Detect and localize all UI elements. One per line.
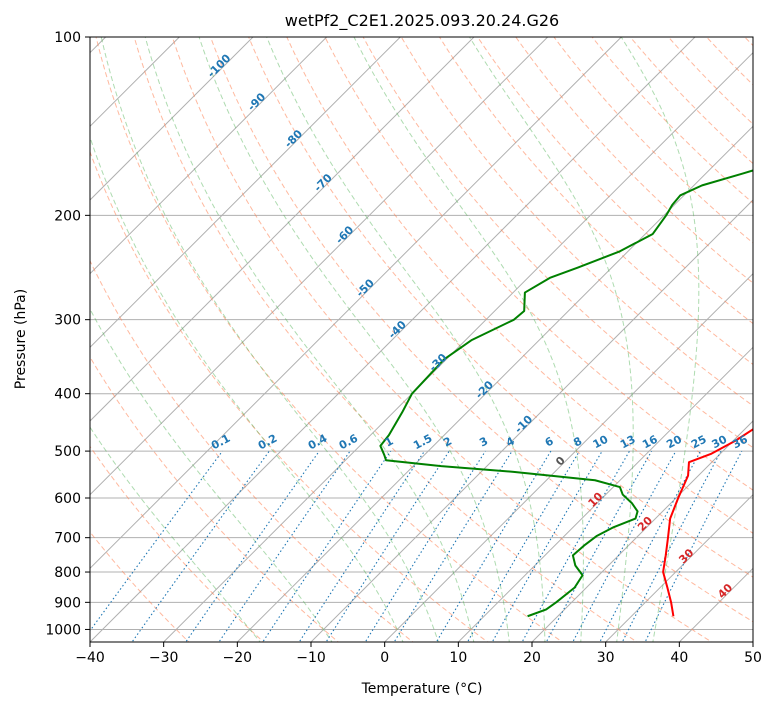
x-tick-label: 10 bbox=[449, 650, 467, 666]
x-tick-label: −10 bbox=[296, 650, 326, 666]
dewpoint-profile bbox=[379, 169, 753, 618]
isotherm--30 bbox=[163, 51, 753, 642]
y-tick-label: 300 bbox=[54, 313, 81, 329]
moist-adiabat bbox=[353, 37, 584, 642]
mixing-ratio-line bbox=[262, 450, 392, 642]
mixing-ratio-label: 16 bbox=[640, 433, 660, 452]
dry-adiabat bbox=[438, 37, 753, 366]
mixing-ratio-label: 25 bbox=[689, 433, 709, 452]
x-tick-label: −40 bbox=[75, 650, 105, 666]
y-tick-label: 400 bbox=[54, 387, 81, 403]
moist-adiabat bbox=[90, 426, 261, 642]
moist-adiabat bbox=[620, 37, 700, 642]
y-tick-label: 900 bbox=[54, 595, 81, 611]
mixing-ratio-label: 20 bbox=[664, 432, 684, 451]
dry-adiabat bbox=[95, 37, 564, 642]
dry-adiabat bbox=[209, 37, 753, 623]
mixing-ratio-label: 10 bbox=[591, 432, 611, 451]
y-tick-label: 800 bbox=[54, 565, 81, 581]
moist-adiabats bbox=[90, 37, 700, 642]
x-tick-label: 20 bbox=[523, 650, 541, 666]
dry-adiabat bbox=[171, 37, 713, 642]
grid-lines bbox=[90, 37, 753, 642]
isotherm--40 bbox=[90, 37, 696, 642]
isotherm-0 bbox=[384, 272, 753, 642]
dry-adiabat bbox=[133, 37, 638, 642]
moist-adiabat bbox=[266, 37, 546, 642]
moist-adiabat bbox=[90, 308, 333, 642]
isotherm-10 bbox=[457, 346, 753, 642]
x-tick-label: 0 bbox=[380, 650, 389, 666]
mixing-ratio-lines bbox=[90, 450, 743, 642]
isotherm--80 bbox=[90, 37, 401, 349]
y-tick-label: 700 bbox=[54, 531, 81, 547]
mixing-ratio-line bbox=[393, 450, 513, 642]
isotherm--60 bbox=[90, 37, 549, 496]
y-axis-label: Pressure (hPa) bbox=[13, 289, 29, 389]
dry-adiabat bbox=[286, 37, 753, 534]
mixing-ratio-line bbox=[621, 450, 722, 642]
dry-adiabat bbox=[324, 37, 753, 491]
mixing-ratio-line bbox=[466, 450, 580, 642]
mixing-ratio-line bbox=[364, 450, 486, 642]
moist-adiabat bbox=[100, 37, 439, 642]
dry-adiabat bbox=[90, 150, 489, 642]
x-tick-label: 30 bbox=[597, 650, 615, 666]
isotherm--70 bbox=[90, 37, 475, 422]
moist-adiabat bbox=[198, 37, 510, 642]
plot-frame bbox=[89, 36, 754, 643]
dry-adiabat bbox=[90, 356, 339, 642]
mixing-ratio-line bbox=[218, 450, 351, 642]
moist-adiabat bbox=[144, 37, 475, 642]
isotherm-30 bbox=[605, 493, 753, 642]
x-tick-label: 40 bbox=[670, 650, 688, 666]
chart-title: wetPf2_C2E1.2025.093.20.24.G26 bbox=[285, 11, 559, 31]
y-tick-label: 200 bbox=[54, 208, 81, 224]
dry-adiabat bbox=[248, 37, 753, 578]
moist-adiabat bbox=[469, 37, 634, 642]
dry-adiabat bbox=[90, 531, 190, 642]
temperature-profile bbox=[662, 428, 753, 617]
dry-adiabat bbox=[90, 259, 414, 642]
mixing-ratio-line bbox=[131, 450, 270, 642]
isotherm--50 bbox=[90, 37, 622, 570]
mixing-ratio-line bbox=[185, 450, 320, 642]
mixing-ratio-label: 36 bbox=[730, 433, 750, 452]
isotherm--90 bbox=[90, 37, 328, 275]
y-tick-label: 1000 bbox=[45, 622, 81, 638]
mixing-ratio-line bbox=[599, 450, 702, 642]
mixing-ratio-line bbox=[90, 450, 223, 632]
moist-adiabat bbox=[90, 135, 404, 642]
mixing-ratio-label: 30 bbox=[710, 433, 730, 452]
isotherm--10 bbox=[310, 199, 753, 642]
y-tick-label: 500 bbox=[54, 444, 81, 460]
x-tick-label: −20 bbox=[223, 650, 253, 666]
isotherm-20 bbox=[531, 420, 753, 642]
profile-lines bbox=[379, 169, 753, 618]
mixing-ratio-line bbox=[298, 450, 425, 642]
y-tick-label: 100 bbox=[54, 30, 81, 46]
x-axis-label: Temperature (°C) bbox=[361, 681, 483, 697]
isotherm--20 bbox=[236, 125, 753, 642]
axes: −40 −30 −20 −10 0 10 20 30 40 50 100 200 300 400 500 60… bbox=[45, 30, 762, 666]
isotherm--100 bbox=[90, 37, 254, 201]
mixing-ratio-line bbox=[572, 450, 677, 642]
x-tick-label: −30 bbox=[149, 650, 179, 666]
y-tick-label: 600 bbox=[54, 491, 81, 507]
mixing-ratio-line bbox=[325, 450, 450, 642]
x-tick-label: 50 bbox=[744, 650, 762, 666]
mixing-ratio-label: 13 bbox=[618, 433, 638, 452]
